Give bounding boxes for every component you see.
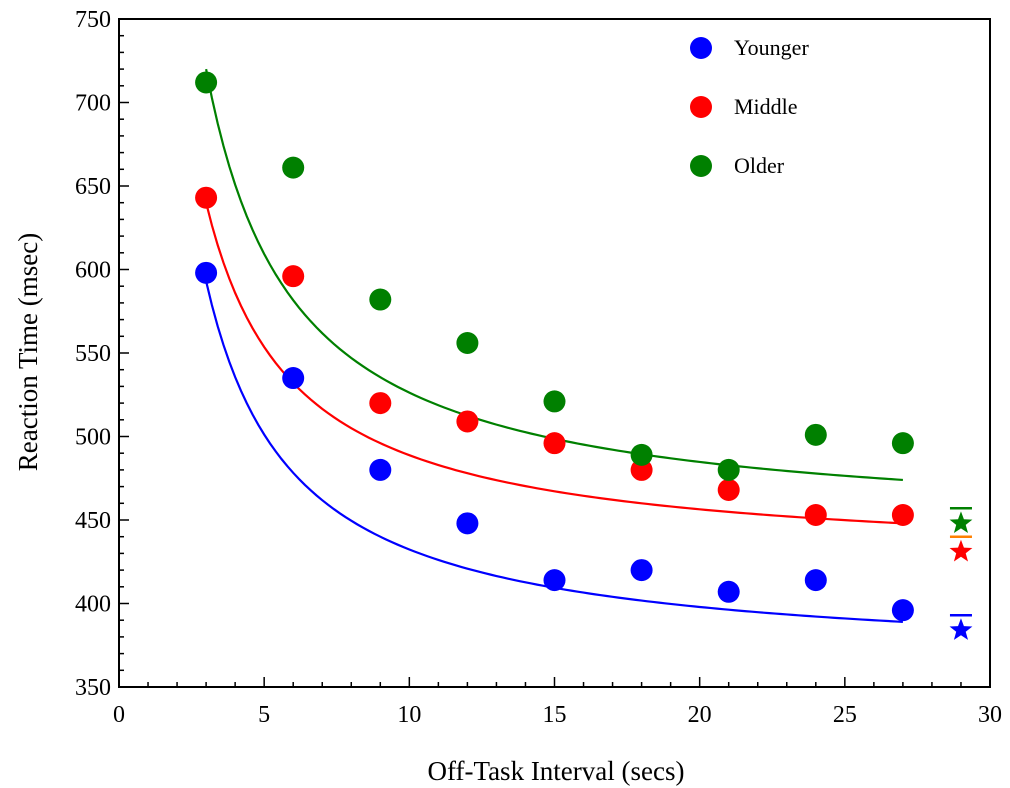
star-older: [949, 511, 973, 534]
data-point-younger: [369, 458, 392, 481]
y-tick-label: 650: [75, 174, 111, 200]
star-younger: [949, 618, 973, 640]
data-point-older: [456, 331, 479, 354]
data-point-younger: [195, 261, 218, 284]
x-tick-label: 30: [978, 702, 1002, 728]
data-point-older: [195, 71, 218, 94]
data-point-older: [630, 443, 653, 466]
data-point-older: [543, 390, 566, 413]
y-tick-label: 550: [75, 341, 111, 367]
data-point-younger: [717, 580, 740, 603]
fit-curve-middle: [205, 202, 903, 525]
y-axis-title: Reaction Time (msec): [13, 233, 43, 471]
legend-marker-younger: [690, 37, 712, 59]
legend: Younger Middle Older: [690, 35, 809, 178]
x-tick-label: 25: [833, 702, 857, 728]
axes: [118, 18, 991, 688]
data-point-middle: [369, 392, 392, 415]
y-tick-label: 750: [75, 7, 111, 33]
star-middle: [949, 539, 973, 562]
x-tick-label: 20: [688, 702, 712, 728]
data-point-middle: [717, 478, 740, 501]
legend-label-younger: Younger: [734, 35, 809, 60]
legend-label-older: Older: [734, 153, 785, 178]
data-point-younger: [282, 367, 305, 390]
x-tick-label: 0: [113, 702, 125, 728]
tick-labels: 0 5 10 15 20 25 30 350 400 450 500 550 600 650 700 750: [75, 7, 1002, 728]
y-tick-label: 600: [75, 258, 111, 284]
data-point-middle: [543, 432, 566, 455]
y-tick-label: 500: [75, 425, 111, 451]
data-point-older: [369, 288, 392, 311]
data-points: [195, 71, 914, 622]
data-point-middle: [456, 410, 479, 433]
x-tick-label: 15: [543, 702, 567, 728]
data-point-middle: [804, 503, 827, 526]
x-tick-label: 5: [258, 702, 270, 728]
star-markers: [949, 507, 973, 640]
data-point-middle: [630, 458, 653, 481]
data-point-younger: [543, 569, 566, 592]
data-point-middle: [195, 186, 218, 209]
data-point-younger: [630, 559, 653, 582]
legend-marker-middle: [690, 96, 712, 118]
x-axis-title: Off-Task Interval (secs): [427, 756, 684, 786]
fit-curve-older: [205, 68, 903, 482]
data-point-older: [891, 432, 914, 455]
y-tick-label: 350: [75, 675, 111, 701]
data-point-younger: [891, 599, 914, 622]
y-tick-label: 700: [75, 91, 111, 117]
data-point-older: [804, 423, 827, 446]
data-point-older: [282, 156, 305, 179]
fit-curves: [205, 68, 903, 623]
data-point-younger: [456, 512, 479, 535]
data-point-middle: [891, 503, 914, 526]
y-tick-label: 400: [75, 592, 111, 618]
legend-marker-older: [690, 155, 712, 177]
y-tick-label: 450: [75, 508, 111, 534]
data-point-older: [717, 458, 740, 481]
data-point-middle: [282, 265, 305, 288]
data-point-younger: [804, 569, 827, 592]
x-tick-label: 10: [397, 702, 421, 728]
legend-label-middle: Middle: [734, 94, 798, 119]
